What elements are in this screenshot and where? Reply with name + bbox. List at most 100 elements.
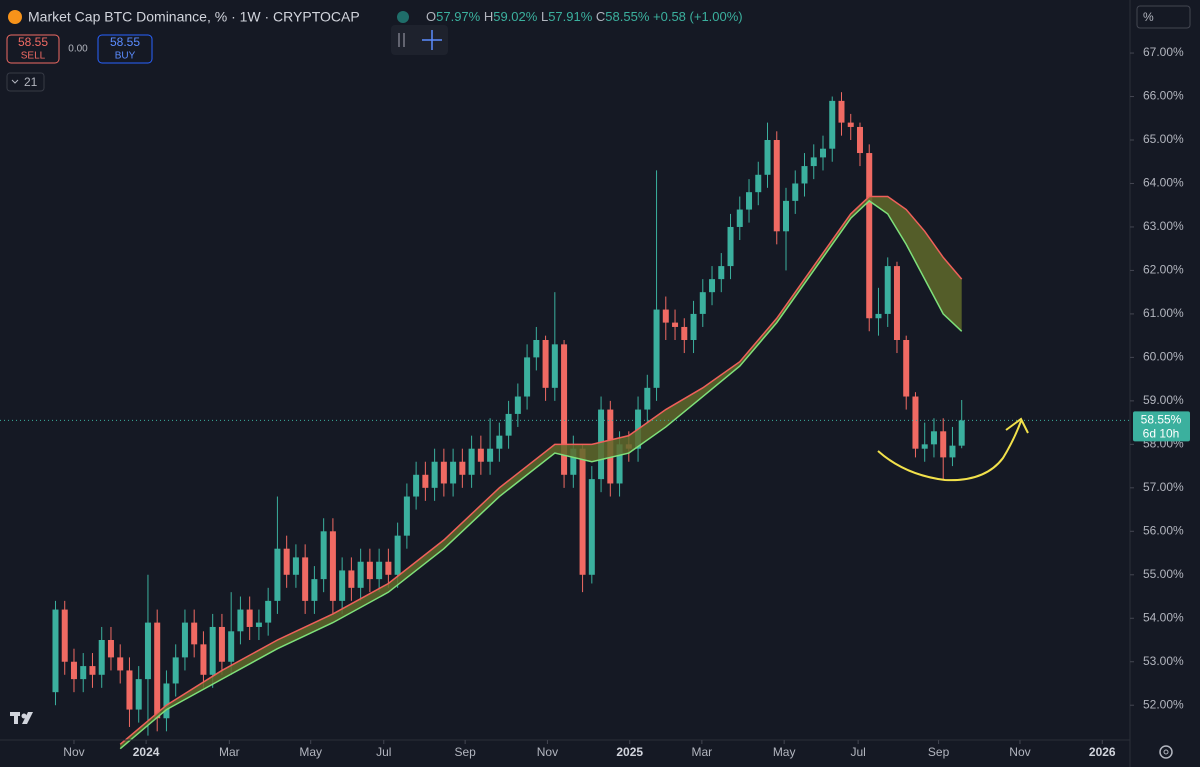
candle-body (783, 200, 790, 232)
candle-body (921, 444, 928, 449)
candle-body (440, 461, 447, 484)
candle-body (191, 622, 198, 645)
y-tick-label: 61.00% (1143, 306, 1184, 320)
candle-body (172, 657, 179, 684)
candle-body (810, 157, 817, 167)
candle-body (690, 313, 697, 340)
ohlc-letter: O (426, 9, 436, 24)
x-tick-label: May (299, 745, 322, 759)
x-tick-label: 2024 (133, 745, 160, 759)
candle-body (80, 666, 87, 680)
y-tick-label: 67.00% (1143, 45, 1184, 59)
candle-body (940, 431, 947, 458)
ohlc-letter: C (596, 9, 605, 24)
candle-body (385, 561, 392, 575)
countdown: 6d 10h (1143, 427, 1180, 441)
candle-body (514, 396, 521, 414)
candle-body (579, 448, 586, 575)
candle-body (903, 340, 910, 397)
settings-icon[interactable] (1159, 745, 1173, 759)
x-tick-label: Nov (63, 745, 84, 759)
spread: 0.00 (68, 44, 88, 55)
candle-body (283, 548, 290, 575)
crosshair-icon[interactable] (422, 30, 442, 50)
candle-body (394, 535, 401, 575)
candle-body (644, 387, 651, 410)
ohlc-letter: L (541, 9, 548, 24)
candle-body (209, 626, 216, 675)
candle-body (551, 344, 558, 388)
candle-body (320, 531, 327, 580)
ohlc-value: 59.02% (493, 9, 538, 24)
candle-body (329, 531, 336, 601)
candle-body (958, 420, 965, 446)
candle-body (884, 266, 891, 314)
candle-body (292, 557, 299, 575)
x-tick-label: 2026 (1089, 745, 1116, 759)
candle-body (144, 622, 151, 680)
price-label-box (1133, 411, 1190, 442)
y-tick-label: 62.00% (1143, 263, 1184, 277)
candle-body (376, 561, 383, 580)
x-tick-label: Jul (376, 745, 391, 759)
candle-body (856, 126, 863, 154)
ohlc-legend: O57.97% H59.02% L57.91% C58.55% +0.58 (+… (426, 9, 743, 24)
ohlc-value: 57.97% (436, 9, 481, 24)
candle-body (348, 570, 355, 588)
candle-body (302, 557, 309, 601)
y-tick-label: 56.00% (1143, 523, 1184, 537)
buy-button[interactable] (97, 34, 153, 64)
candle-body (135, 679, 142, 710)
candle-body (505, 413, 512, 436)
candle-body (699, 292, 706, 314)
settings-icon-center (1163, 749, 1169, 755)
candle-body (672, 322, 679, 327)
candle-body (930, 431, 937, 445)
candle-body (949, 445, 956, 458)
plot-area (0, 92, 1130, 750)
status-dot (397, 11, 409, 23)
candle-body (366, 561, 373, 580)
candle-body (755, 174, 762, 193)
candle-body (588, 479, 595, 575)
candle-body (422, 474, 429, 488)
indicator-toggle[interactable] (6, 72, 45, 92)
candle-body (218, 626, 225, 662)
y-tick-label: 64.00% (1143, 176, 1184, 190)
candle-body (801, 166, 808, 184)
candle-body (746, 192, 753, 210)
candle-body (847, 122, 854, 127)
candle-body (653, 309, 660, 388)
x-tick-label: Nov (1009, 745, 1030, 759)
buy-label: BUY (115, 51, 136, 62)
candle-body (274, 548, 281, 601)
price-label: 58.55% (1141, 413, 1182, 427)
coin-icon (8, 10, 22, 24)
sell-button[interactable] (6, 34, 60, 64)
candle-body (764, 140, 771, 175)
candle-body (70, 661, 77, 680)
ma-line (119, 195, 963, 745)
y-tick-label: 57.00% (1143, 480, 1184, 494)
candle-body (403, 496, 410, 536)
x-tick-label: May (773, 745, 796, 759)
candle-body (163, 683, 170, 719)
candle-body (200, 644, 207, 675)
candle-body (107, 640, 114, 658)
candle-body (450, 461, 457, 484)
candle-body (709, 279, 716, 293)
y-tick-label: 59.00% (1143, 393, 1184, 407)
candle-body (61, 609, 68, 662)
unit-box[interactable] (1136, 5, 1191, 29)
candle-body (255, 622, 262, 627)
candle-body (181, 622, 188, 658)
candle-body (228, 631, 235, 662)
y-tick-label: 66.00% (1143, 89, 1184, 103)
toolbar[interactable] (391, 25, 448, 55)
buy-price: 58.55 (110, 35, 140, 49)
sell-price: 58.55 (18, 35, 48, 49)
ohlc-value: 58.55% (605, 9, 650, 24)
candle-body (893, 266, 900, 340)
